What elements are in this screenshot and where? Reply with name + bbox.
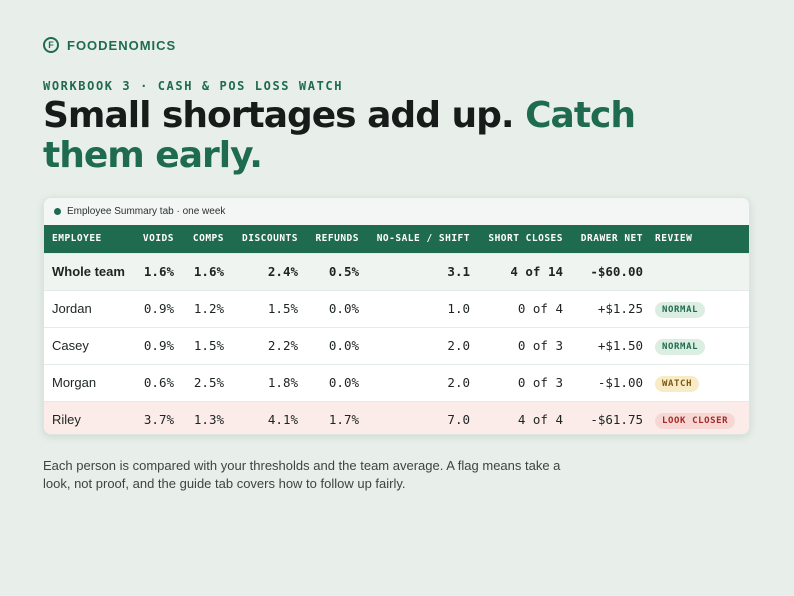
cell-name: Casey: [52, 338, 89, 353]
cell-nosale: 1.0: [447, 301, 470, 316]
column-header-comps: COMPS: [192, 233, 224, 245]
cell-refunds: 0.0%: [328, 301, 359, 316]
cell-drawer-net: +$1.25: [597, 301, 643, 316]
table-header-row: EMPLOYEE VOIDS COMPS DISCOUNTS REFUNDS N…: [44, 225, 749, 253]
cell-comps: 1.3%: [193, 412, 224, 428]
footnote: Each person is compared with your thresh…: [43, 458, 561, 491]
card-caption: Employee Summary tab · one week: [44, 198, 749, 225]
cell-voids: 0.9%: [143, 301, 174, 316]
column-header-short-closes: SHORT CLOSES: [488, 233, 563, 245]
cell-refunds: 0.0%: [328, 338, 359, 353]
cell-name: Morgan: [52, 375, 97, 390]
cell-short-closes: 0 of 3: [517, 338, 563, 353]
employee-summary-table: EMPLOYEE VOIDS COMPS DISCOUNTS REFUNDS N…: [44, 225, 749, 434]
column-header-discounts: DISCOUNTS: [242, 233, 298, 245]
brand-name: FOODENOMICS: [67, 37, 177, 53]
cell-drawer-net: -$60.00: [590, 264, 643, 279]
cell-nosale: 3.1: [447, 264, 470, 279]
cell-discounts: 1.5%: [267, 301, 298, 316]
table-row: Jordan 0.9% 1.2% 1.5% 0.0% 1.0 0 of 4 +$…: [44, 290, 749, 327]
table-row: Morgan 0.6% 2.5% 1.8% 0.0% 2.0 0 of 3 -$…: [44, 364, 749, 401]
cell-discounts: 2.2%: [267, 338, 298, 353]
column-header-employee: EMPLOYEE: [52, 233, 102, 245]
cell-discounts: 1.8%: [267, 375, 298, 390]
cell-drawer-net: -$61.75: [590, 412, 643, 428]
cell-comps: 1.6%: [193, 264, 224, 279]
cell-voids: 3.7%: [143, 412, 174, 428]
cell-refunds: 1.7%: [328, 412, 359, 428]
card-caption-text: Employee Summary tab · one week: [67, 206, 226, 217]
brand-logo-icon: F: [43, 37, 59, 53]
cell-refunds: 0.0%: [328, 375, 359, 390]
cell-name: Riley: [52, 412, 81, 428]
cell-review: WATCH: [649, 364, 749, 401]
cell-voids: 1.6%: [143, 264, 174, 279]
cell-nosale: 2.0: [447, 338, 470, 353]
column-header-review: REVIEW: [655, 233, 693, 245]
cell-short-closes: 0 of 4: [517, 301, 563, 316]
cell-nosale: 7.0: [447, 412, 470, 428]
cell-refunds: 0.5%: [328, 264, 359, 279]
status-dot-icon: [54, 208, 61, 215]
cell-short-closes: 4 of 4: [517, 412, 563, 428]
cell-review: NORMAL: [649, 327, 749, 364]
cell-name: Whole team: [52, 264, 125, 279]
page-title: Small shortages add up. Catch them early…: [43, 96, 743, 176]
cell-discounts: 4.1%: [267, 412, 298, 428]
team-summary-row: Whole team 1.6% 1.6% 2.4% 0.5% 3.1 4 of …: [44, 253, 749, 290]
cell-discounts: 2.4%: [267, 264, 298, 279]
cell-short-closes: 4 of 14: [510, 264, 563, 279]
status-badge: NORMAL: [655, 338, 706, 355]
cell-comps: 1.2%: [193, 301, 224, 316]
cell-review: NORMAL: [649, 290, 749, 327]
cell-short-closes: 0 of 3: [517, 375, 563, 390]
cell-voids: 0.6%: [143, 375, 174, 390]
status-badge: WATCH: [655, 375, 700, 392]
status-badge: LOOK CLOSER: [655, 412, 736, 429]
cell-review: LOOK CLOSER: [649, 401, 749, 434]
cell-review: [649, 253, 749, 290]
cell-nosale: 2.0: [447, 375, 470, 390]
table-row: Casey 0.9% 1.5% 2.2% 0.0% 2.0 0 of 3 +$1…: [44, 327, 749, 364]
table-row: Riley 3.7% 1.3% 4.1% 1.7% 7.0 4 of 4 -$6…: [44, 401, 749, 434]
column-header-drawer-net: DRAWER NET: [580, 233, 643, 245]
cell-comps: 1.5%: [193, 338, 224, 353]
cell-voids: 0.9%: [143, 338, 174, 353]
cell-drawer-net: +$1.50: [597, 338, 643, 353]
cell-drawer-net: -$1.00: [597, 375, 643, 390]
cell-comps: 2.5%: [193, 375, 224, 390]
employee-summary-card: Employee Summary tab · one week EMPLOYEE…: [43, 197, 750, 435]
cell-name: Jordan: [52, 301, 92, 316]
status-badge: NORMAL: [655, 301, 706, 318]
column-header-refunds: REFUNDS: [315, 233, 359, 245]
column-header-nosale: NO-SALE / SHIFT: [376, 233, 470, 245]
column-header-voids: VOIDS: [142, 233, 174, 245]
headline-part1: Small shortages add up.: [43, 95, 526, 136]
workbook-eyebrow: WORKBOOK 3 · CASH & POS LOSS WATCH: [43, 79, 344, 93]
brand: F FOODENOMICS: [43, 37, 176, 53]
headline-accent: Catch them early.: [43, 95, 636, 176]
